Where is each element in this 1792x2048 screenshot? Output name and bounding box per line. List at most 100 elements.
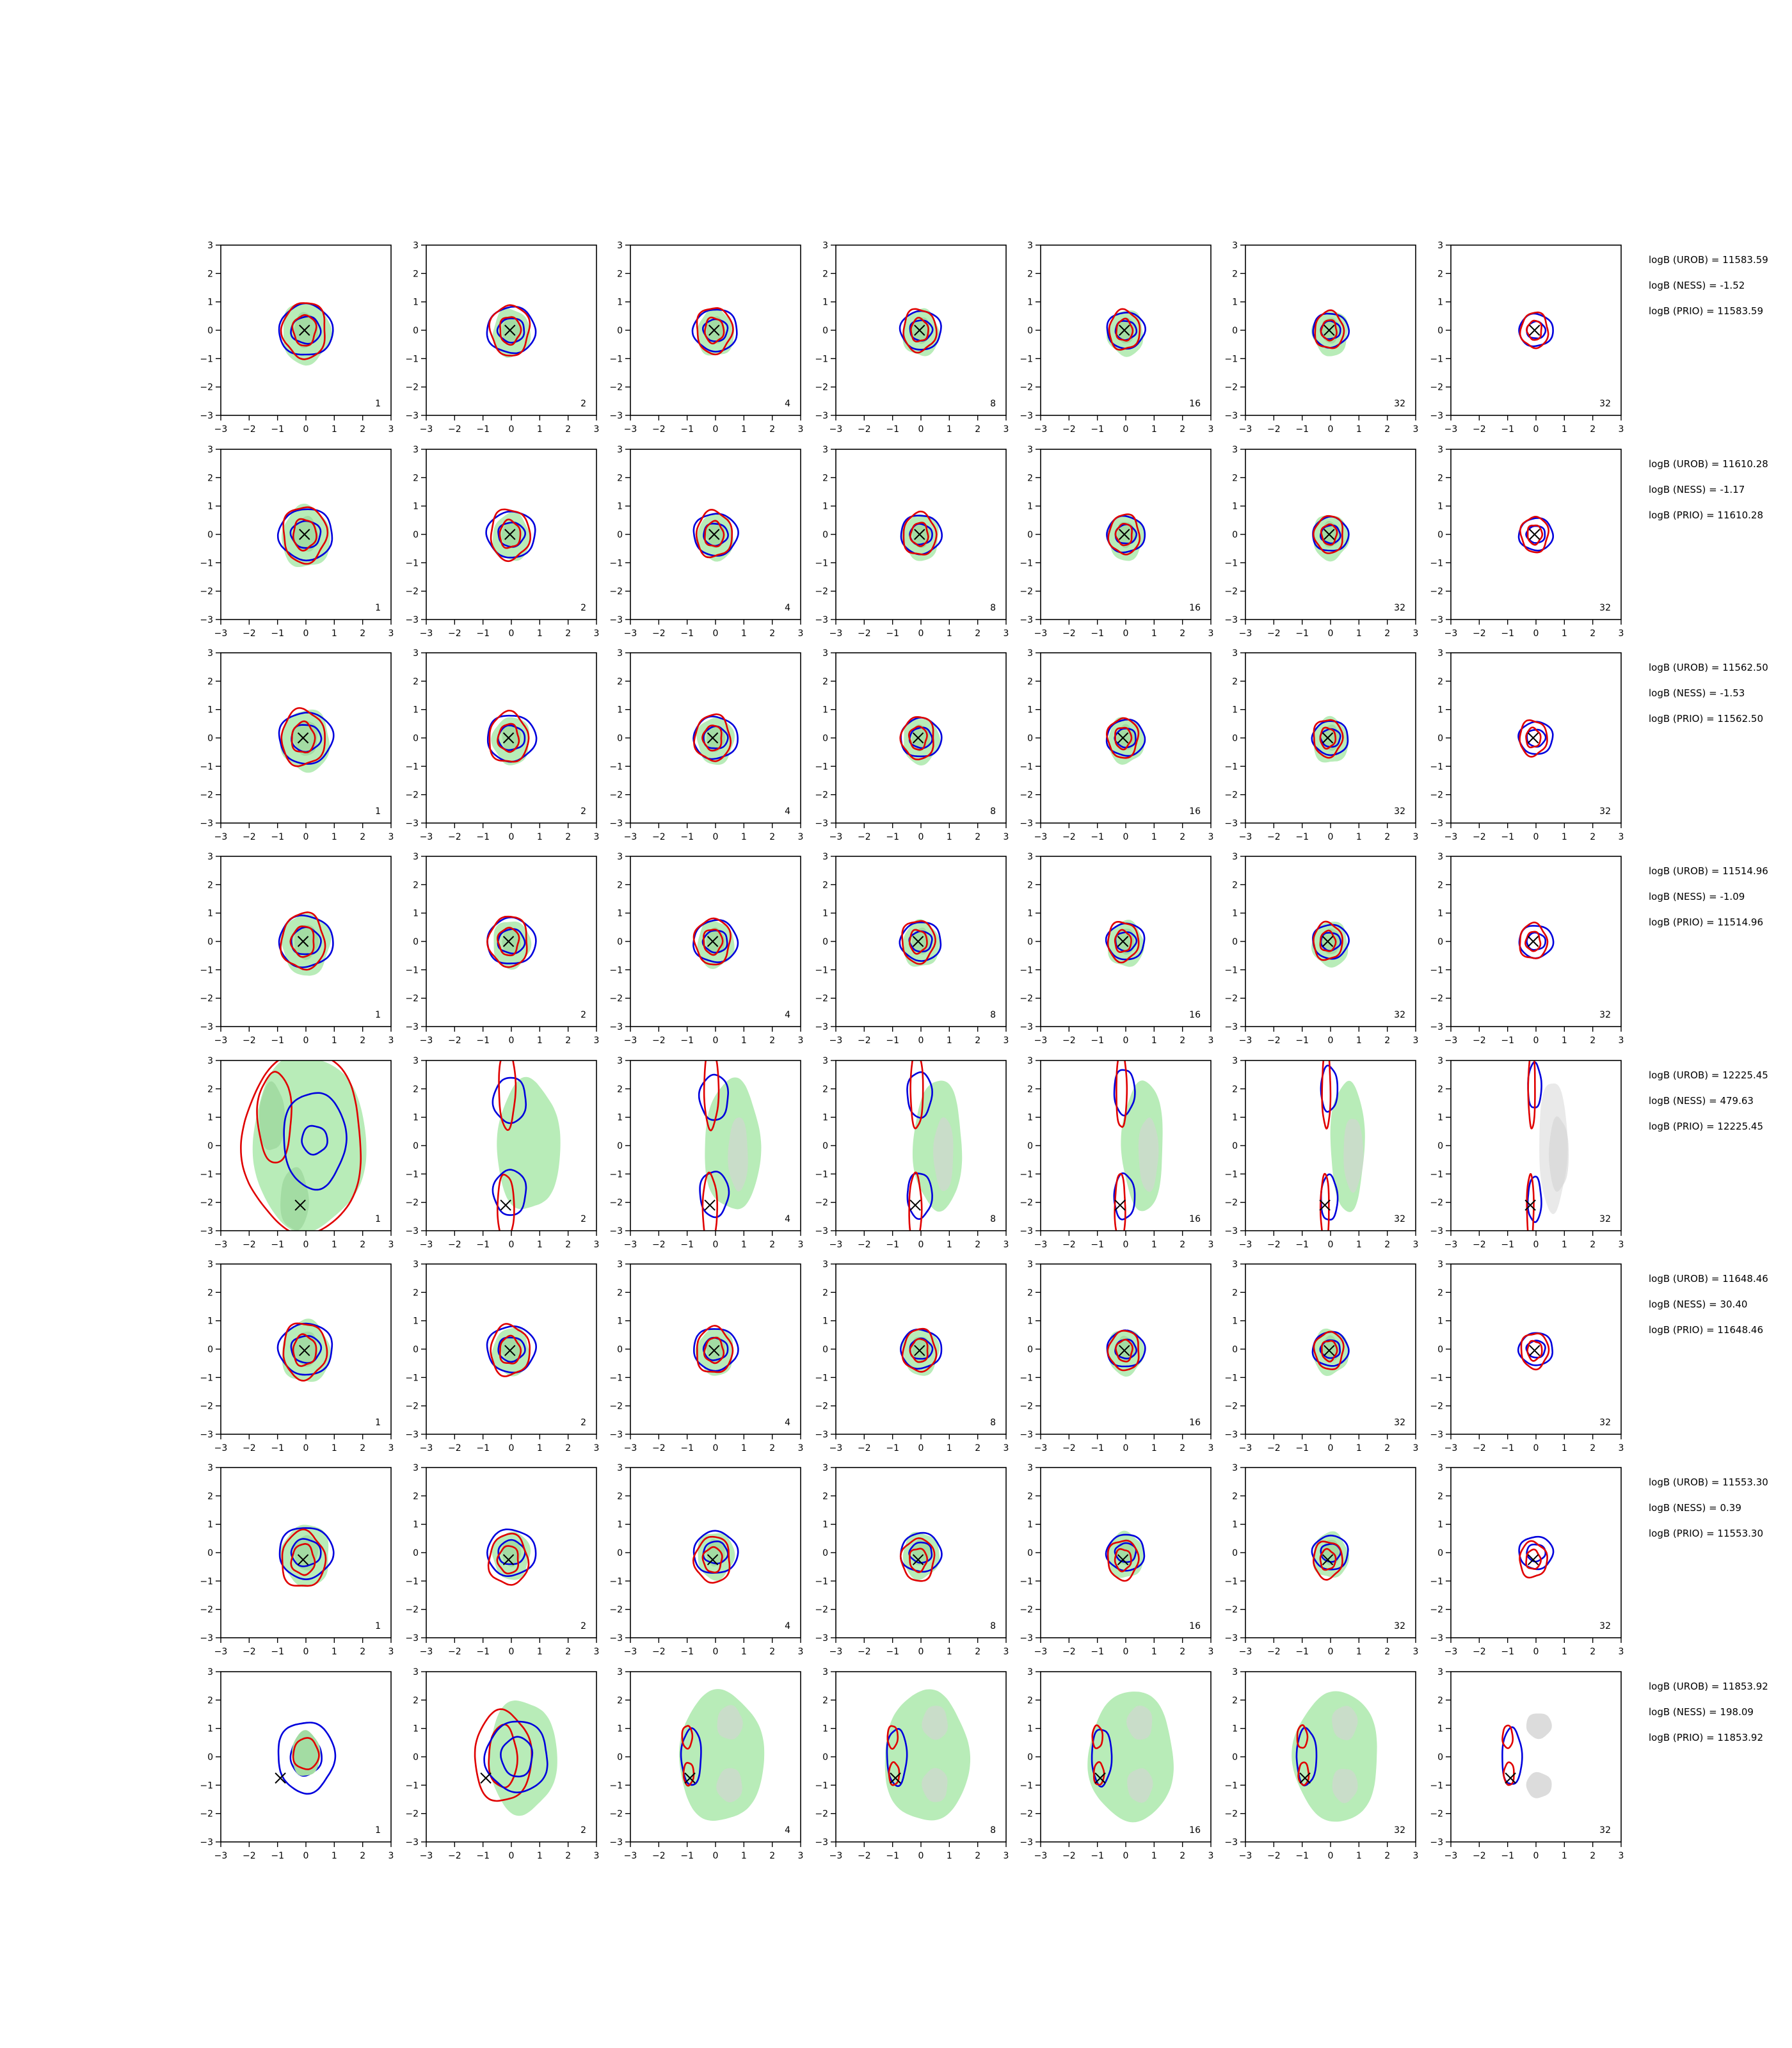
logb-annotation: logB (PRIO) = 11514.96 <box>1649 916 1763 928</box>
x-tick-label: −1 <box>1091 832 1104 842</box>
y-tick-label: 3 <box>207 1056 213 1066</box>
y-tick-label: −3 <box>1430 411 1443 421</box>
x-tick-label: −2 <box>652 628 666 639</box>
x-tick-label: 1 <box>1562 424 1567 435</box>
y-tick-label: 2 <box>1437 1695 1443 1706</box>
x-tick-label: 1 <box>1562 1647 1567 1657</box>
y-tick-label: −1 <box>1224 1373 1238 1383</box>
logb-annotation: logB (NESS) = 198.09 <box>1649 1706 1754 1718</box>
panel-label: 2 <box>580 1825 586 1836</box>
panel-label: 2 <box>580 399 586 409</box>
y-tick-label: −2 <box>1020 1402 1033 1412</box>
y-tick-label: 2 <box>413 1084 419 1094</box>
y-tick-label: 1 <box>413 705 419 716</box>
y-tick-label: 2 <box>207 473 213 483</box>
panel-label: 8 <box>990 1010 996 1020</box>
y-tick-label: 2 <box>413 880 419 890</box>
x-tick-label: −2 <box>858 424 871 435</box>
red-contour-outer <box>695 509 733 559</box>
x-tick-label: 1 <box>537 424 543 435</box>
x-tick-label: 2 <box>565 1036 571 1046</box>
x-tick-label: 1 <box>332 1443 337 1453</box>
red-contour-upper <box>1527 1060 1536 1130</box>
x-tick-label: 3 <box>1208 1240 1214 1250</box>
x-tick-label: −2 <box>1062 1851 1076 1861</box>
y-tick-label: −1 <box>200 354 213 364</box>
y-tick-label: 1 <box>207 705 213 716</box>
panel-r8-c3: −3−3 −2 −2 −1 −1 0 0 1 1 2 2 3 3 4 <box>609 1667 803 1861</box>
red-contour-inner <box>703 1336 725 1364</box>
red-contour-inner <box>703 928 724 956</box>
x-tick-label: 3 <box>798 1036 804 1046</box>
x-tick-label: −1 <box>1295 1240 1309 1250</box>
y-tick-label: −1 <box>200 1373 213 1383</box>
y-tick-label: 0 <box>1232 1548 1238 1558</box>
x-tick-label: 1 <box>537 1443 543 1453</box>
red-contour-inner <box>1114 1548 1132 1572</box>
logb-annotation: logB (UROB) = 11610.28 <box>1649 458 1768 470</box>
x-tick-label: 2 <box>1180 1647 1185 1657</box>
x-tick-label: 3 <box>1413 1647 1419 1657</box>
y-tick-label: 1 <box>617 298 623 308</box>
red-contour-inner <box>1526 319 1542 341</box>
y-tick-label: −3 <box>200 411 213 421</box>
red-contour-inner <box>1526 1340 1543 1362</box>
y-tick-label: 1 <box>207 502 213 512</box>
x-tick-label: −2 <box>1062 1647 1076 1657</box>
x-tick-label: −2 <box>652 1036 666 1046</box>
x-tick-label: −3 <box>214 1443 228 1453</box>
x-tick-label: 1 <box>332 1647 337 1657</box>
panel-label: 32 <box>1599 603 1611 613</box>
x-tick-label: 2 <box>975 1036 980 1046</box>
x-tick-label: 2 <box>1590 1851 1596 1861</box>
x-tick-label: −3 <box>829 1851 843 1861</box>
y-tick-label: −3 <box>1020 411 1033 421</box>
x-tick-label: 2 <box>360 1851 365 1861</box>
y-tick-label: 3 <box>1027 1260 1033 1270</box>
x-tick-label: 3 <box>1208 1443 1214 1453</box>
red-contour-lower <box>1297 1761 1310 1786</box>
gray-density-lower <box>1332 1769 1358 1804</box>
red-contour-outer <box>693 713 732 762</box>
x-tick-label: 3 <box>388 1647 394 1657</box>
panel-label: 1 <box>375 806 381 817</box>
x-tick-label: −2 <box>243 1443 256 1453</box>
gray-density-lower <box>716 1768 742 1803</box>
x-tick-label: −2 <box>1473 1851 1486 1861</box>
x-tick-label: −1 <box>1091 1851 1104 1861</box>
y-tick-label: 1 <box>822 1316 828 1327</box>
logb-annotation: logB (UROB) = 12225.45 <box>1649 1069 1768 1081</box>
y-tick-label: 2 <box>1437 473 1443 483</box>
panel-r2-c4: −3−3 −2 −2 −1 −1 0 0 1 1 2 2 3 3 8 <box>815 445 1009 639</box>
red-contour-outer <box>281 1528 327 1587</box>
x-tick-label: −3 <box>1034 1443 1048 1453</box>
panel-r4-c2: −3−3 −2 −2 −1 −1 0 0 1 1 2 2 3 3 2 <box>405 852 599 1046</box>
panel-label: 32 <box>1394 1825 1405 1836</box>
x-tick-label: 2 <box>975 832 980 842</box>
x-tick-label: 0 <box>1328 1647 1334 1657</box>
x-tick-label: −2 <box>448 628 461 639</box>
red-contour-outer <box>1312 515 1344 554</box>
red-contour-inner <box>497 927 520 957</box>
x-tick-label: −1 <box>1295 1851 1309 1861</box>
x-tick-label: 2 <box>565 628 571 639</box>
y-tick-label: 1 <box>1027 1520 1033 1530</box>
y-tick-label: 3 <box>1232 445 1238 455</box>
x-tick-label: 0 <box>1123 424 1129 435</box>
y-tick-label: 2 <box>1437 269 1443 279</box>
x-tick-label: 3 <box>1004 628 1009 639</box>
x-tick-label: 1 <box>741 1036 747 1046</box>
red-contour-inner <box>1526 524 1544 546</box>
panel-r5-c5: −3−3 −2 −2 −1 −1 0 0 1 1 2 2 3 3 16 <box>1020 1056 1214 1250</box>
y-tick-label: −2 <box>1430 1809 1443 1820</box>
red-contour-upper <box>1116 1060 1128 1128</box>
panel-r4-c5: −3−3 −2 −2 −1 −1 0 0 1 1 2 2 3 3 16 <box>1020 852 1213 1046</box>
logb-annotation: logB (PRIO) = 11583.59 <box>1649 305 1763 317</box>
x-tick-label: 0 <box>918 1851 924 1861</box>
x-tick-label: 1 <box>947 424 952 435</box>
x-tick-label: −2 <box>1062 628 1076 639</box>
gray-density-upper <box>1331 1706 1358 1741</box>
y-tick-label: 0 <box>1027 326 1033 336</box>
red-contour-outer <box>899 1537 936 1582</box>
